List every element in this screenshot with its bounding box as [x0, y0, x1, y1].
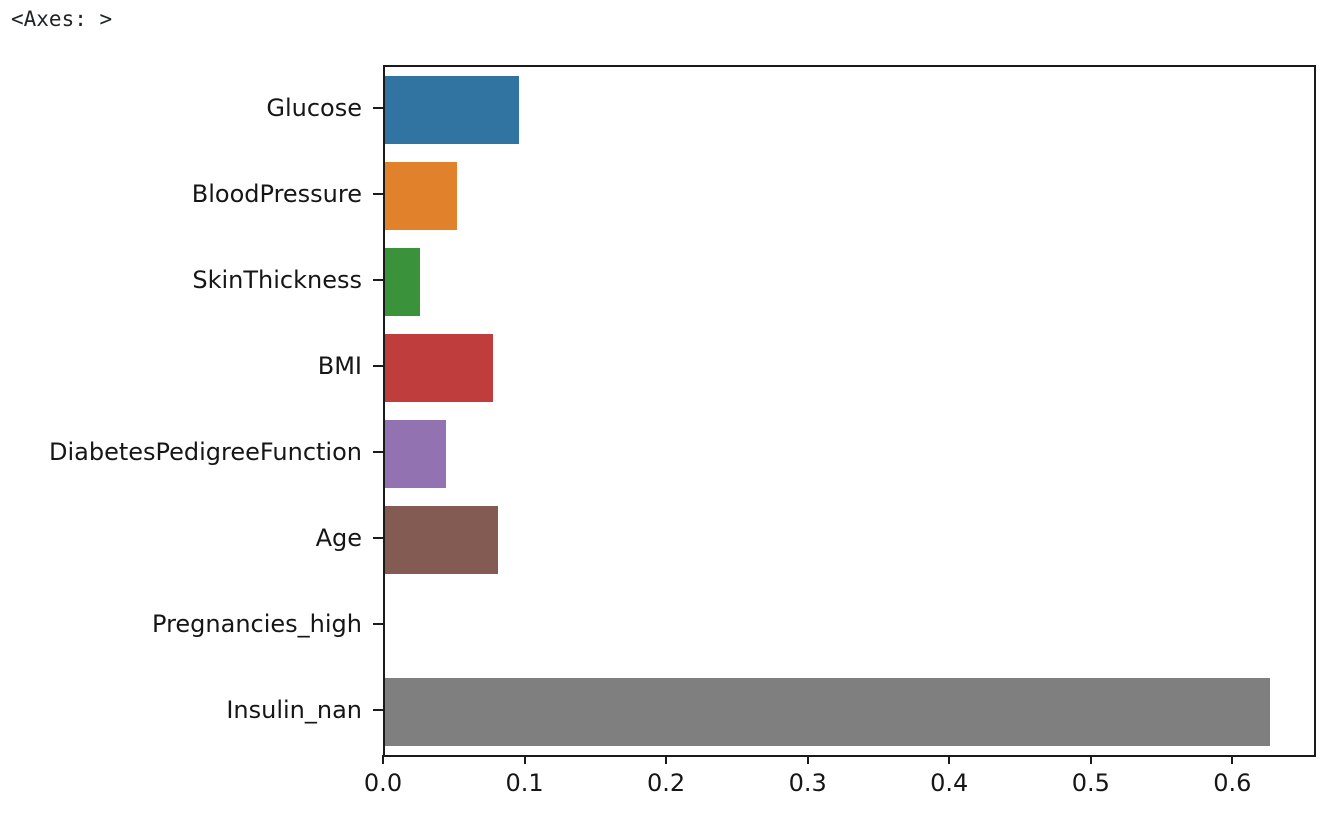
y-tick-mark	[373, 537, 383, 539]
x-tick-label: 0.0	[363, 769, 403, 797]
x-tick-mark	[1089, 755, 1092, 764]
plot-area	[383, 65, 1316, 757]
y-tick-mark	[373, 365, 383, 367]
x-tick-mark	[382, 755, 384, 764]
x-tick-mark	[806, 755, 809, 764]
x-tick-mark	[1231, 755, 1234, 764]
x-tick-label: 0.3	[788, 769, 827, 797]
y-tick-mark	[373, 193, 383, 195]
x-tick-label: 0.5	[1071, 769, 1110, 797]
y-tick-label: BMI	[317, 352, 362, 380]
y-tick-label: Pregnancies_high	[152, 610, 362, 638]
y-tick-label: DiabetesPedigreeFunction	[48, 438, 362, 466]
y-tick-mark	[373, 107, 383, 109]
y-tick-label: Glucose	[266, 94, 362, 122]
y-tick-mark	[373, 623, 383, 625]
y-tick-mark	[373, 279, 383, 281]
y-tick-mark	[373, 451, 383, 453]
bar-Age	[385, 505, 499, 575]
x-tick-label: 0.4	[930, 769, 969, 797]
bar-SkinThickness	[385, 247, 420, 317]
x-tick-mark	[665, 755, 668, 764]
x-tick-mark	[523, 755, 526, 764]
bar-DiabetesPedigreeFunction	[385, 419, 446, 489]
x-tick-label: 0.2	[647, 769, 686, 797]
bar-Insulin_nan	[385, 677, 1270, 747]
y-tick-label: Insulin_nan	[226, 696, 362, 724]
y-tick-label: Age	[315, 524, 362, 552]
y-tick-mark	[373, 709, 383, 711]
x-tick-mark	[948, 755, 951, 764]
bar-BMI	[385, 333, 493, 403]
axes-repr-text: <Axes: >	[11, 7, 113, 31]
x-tick-label: 0.1	[505, 769, 544, 797]
x-tick-label: 0.6	[1213, 769, 1252, 797]
bar-Glucose	[385, 75, 520, 145]
y-tick-label: SkinThickness	[192, 266, 362, 294]
y-tick-label: BloodPressure	[191, 180, 362, 208]
bar-BloodPressure	[385, 161, 458, 231]
